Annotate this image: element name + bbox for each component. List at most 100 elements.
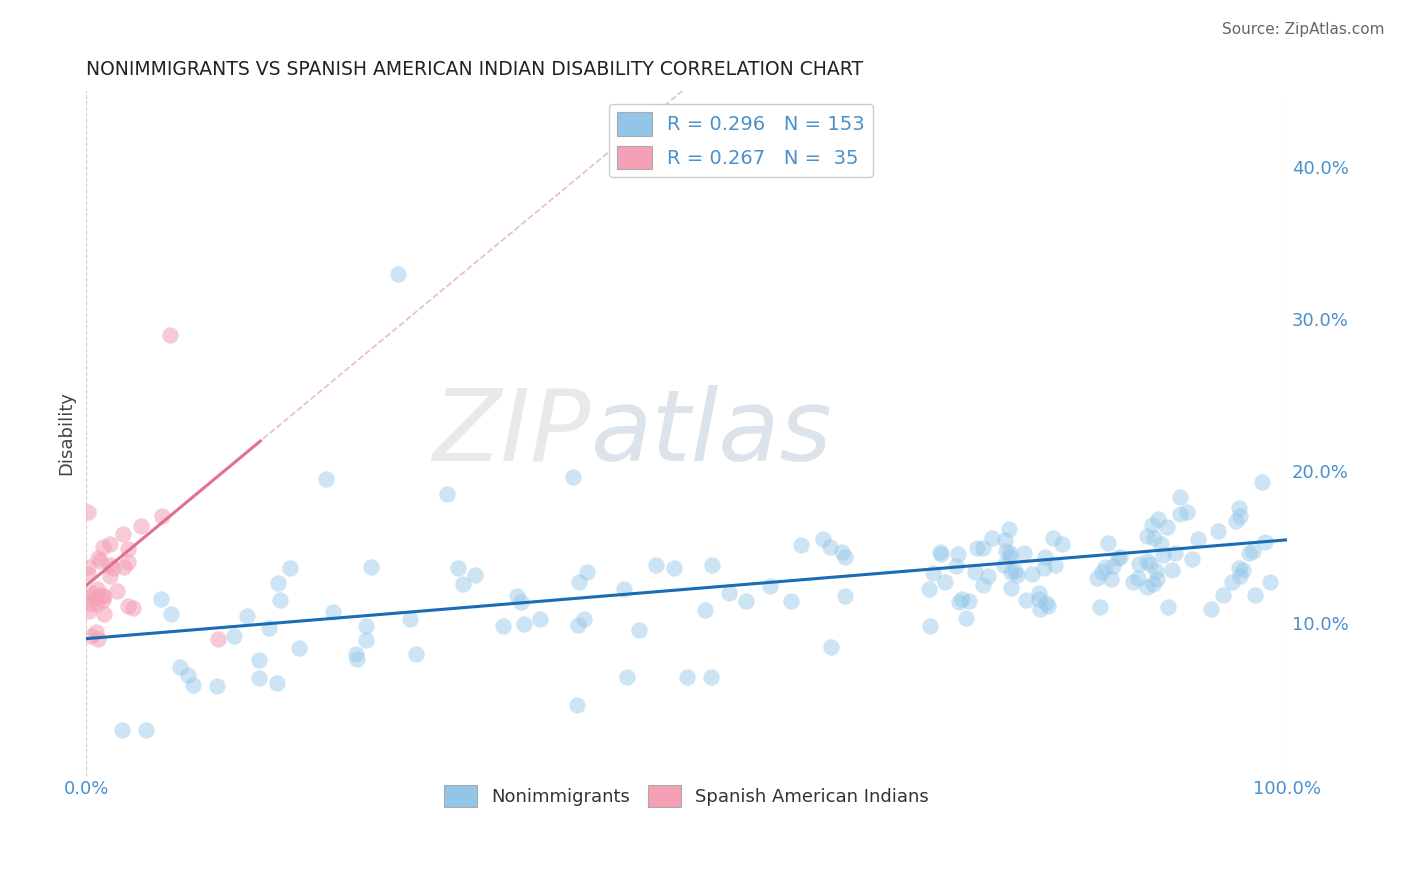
Y-axis label: Disability: Disability [58, 392, 75, 475]
Point [955, 611, 977, 625]
Point [257, 621, 280, 635]
Point [207, 632, 229, 646]
Point [966, 541, 988, 555]
Point [834, 589, 856, 603]
Point [150, 508, 173, 523]
Point [928, 545, 950, 559]
Text: ZIP: ZIP [433, 384, 591, 482]
Point [160, 607, 183, 621]
Point [1128, 557, 1150, 571]
Point [1147, 511, 1170, 525]
Point [87, 632, 110, 646]
Point [513, 616, 536, 631]
Point [266, 675, 288, 690]
Point [1150, 537, 1173, 551]
Point [121, 601, 143, 615]
Point [616, 670, 638, 684]
Point [159, 327, 181, 342]
Point [1187, 532, 1209, 546]
Point [111, 527, 134, 541]
Point [972, 541, 994, 555]
Point [562, 469, 585, 483]
Point [322, 605, 344, 619]
Point [236, 609, 259, 624]
Point [1251, 475, 1274, 489]
Point [90, 588, 112, 602]
Point [1091, 565, 1114, 579]
Point [129, 519, 152, 533]
Point [135, 723, 157, 737]
Point [98, 558, 121, 573]
Point [565, 698, 588, 713]
Point [980, 531, 1002, 545]
Text: Source: ZipAtlas.com: Source: ZipAtlas.com [1222, 22, 1385, 37]
Point [994, 543, 1017, 558]
Point [1126, 571, 1149, 585]
Point [247, 653, 270, 667]
Point [269, 592, 291, 607]
Point [354, 632, 377, 647]
Point [1170, 507, 1192, 521]
Point [998, 522, 1021, 536]
Point [117, 541, 139, 556]
Point [818, 540, 841, 554]
Point [1144, 564, 1167, 578]
Point [675, 670, 697, 684]
Point [1160, 563, 1182, 577]
Point [77, 604, 100, 618]
Point [77, 567, 100, 582]
Point [1142, 577, 1164, 591]
Point [288, 640, 311, 655]
Point [205, 680, 228, 694]
Point [1042, 531, 1064, 545]
Point [492, 619, 515, 633]
Point [834, 550, 856, 565]
Point [82, 585, 104, 599]
Point [1181, 552, 1204, 566]
Point [399, 612, 422, 626]
Point [1015, 592, 1038, 607]
Point [1136, 580, 1159, 594]
Point [86, 597, 108, 611]
Point [1094, 560, 1116, 574]
Point [1157, 600, 1180, 615]
Point [387, 267, 409, 281]
Point [921, 566, 943, 580]
Point [1085, 571, 1108, 585]
Point [1258, 574, 1281, 589]
Point [1168, 490, 1191, 504]
Point [1227, 500, 1250, 515]
Point [759, 579, 782, 593]
Point [111, 723, 134, 737]
Point [567, 618, 589, 632]
Point [1212, 588, 1234, 602]
Point [1109, 549, 1132, 564]
Point [177, 667, 200, 681]
Point [976, 568, 998, 582]
Point [1201, 602, 1223, 616]
Point [572, 612, 595, 626]
Point [699, 670, 721, 684]
Point [1229, 568, 1251, 582]
Point [1139, 557, 1161, 571]
Point [1004, 565, 1026, 579]
Point [1156, 520, 1178, 534]
Point [948, 547, 970, 561]
Point [87, 551, 110, 566]
Point [790, 538, 813, 552]
Point [917, 582, 939, 596]
Point [77, 505, 100, 519]
Point [998, 550, 1021, 565]
Point [98, 569, 121, 583]
Point [315, 472, 337, 486]
Text: atlas: atlas [591, 384, 832, 482]
Point [98, 537, 121, 551]
Point [80, 629, 103, 643]
Point [948, 595, 970, 609]
Point [344, 647, 367, 661]
Point [346, 652, 368, 666]
Point [267, 576, 290, 591]
Point [1107, 551, 1129, 566]
Point [628, 623, 651, 637]
Point [568, 575, 591, 590]
